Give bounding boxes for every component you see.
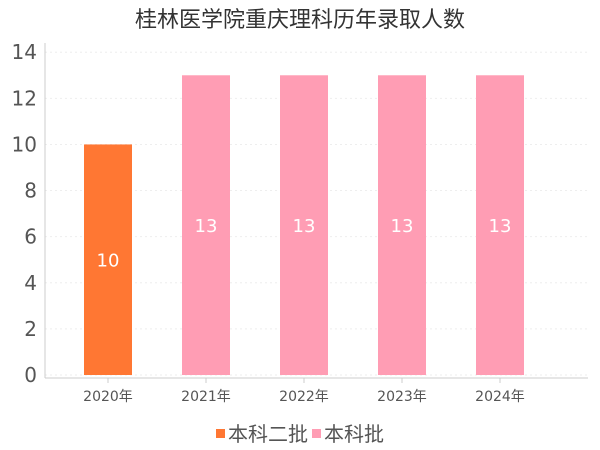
- y-axis-ticks: 0 2 4 6 8 10 12 14: [12, 40, 37, 387]
- y-tick-label: 10: [12, 132, 37, 156]
- x-tick-label: 2020年: [83, 389, 133, 405]
- bar: [84, 144, 132, 375]
- x-axis-ticks: 2020年 2021年 2022年 2023年 2024年: [83, 378, 525, 405]
- legend: 本科二批 本科批: [0, 418, 600, 447]
- y-tick-label: 12: [12, 86, 37, 110]
- bar: [476, 75, 524, 376]
- x-tick-label: 2022年: [279, 389, 329, 405]
- y-tick-label: 0: [24, 363, 37, 387]
- bar-data-label: 13: [391, 216, 414, 237]
- y-tick-label: 14: [12, 40, 37, 64]
- x-tick-label: 2024年: [475, 389, 525, 405]
- bar-data-label: 13: [489, 216, 512, 237]
- legend-swatch: [216, 429, 225, 438]
- bar-data-label: 13: [195, 216, 218, 237]
- bar: [378, 75, 426, 376]
- bar-data-label: 13: [293, 216, 316, 237]
- y-tick-label: 2: [24, 317, 37, 341]
- legend-label: 本科二批: [228, 422, 308, 446]
- x-tick-label: 2021年: [181, 389, 231, 405]
- bar: [280, 75, 328, 376]
- x-tick-label: 2023年: [377, 389, 427, 405]
- y-tick-label: 4: [24, 271, 37, 295]
- y-tick-label: 8: [24, 179, 37, 203]
- bars: 10 13 13 13 13: [84, 75, 524, 376]
- y-tick-label: 6: [24, 225, 37, 249]
- bar-data-label: 10: [97, 251, 120, 272]
- legend-label: 本科批: [324, 422, 384, 446]
- legend-item[interactable]: 本科二批: [216, 418, 308, 447]
- legend-item[interactable]: 本科批: [312, 418, 384, 447]
- chart-title: 桂林医学院重庆理科历年录取人数: [135, 8, 465, 33]
- bar: [182, 75, 230, 376]
- legend-swatch: [312, 429, 321, 438]
